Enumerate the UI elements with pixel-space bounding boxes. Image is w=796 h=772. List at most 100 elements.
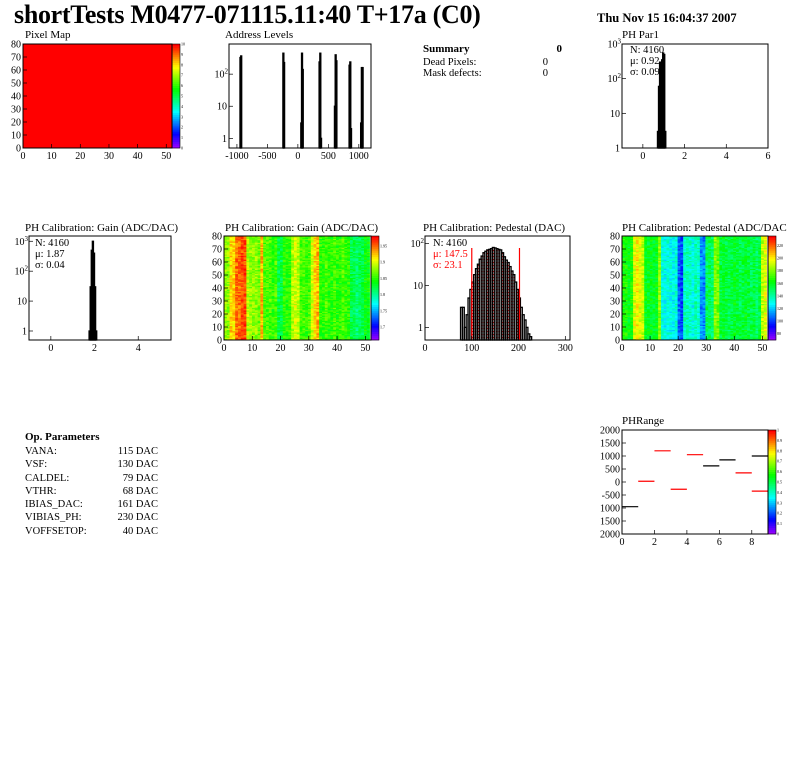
heatmap-cell: [622, 301, 626, 303]
heatmap-cell: [229, 312, 233, 315]
heatmap-cell: [633, 267, 637, 269]
y-tick-label: 20: [11, 118, 21, 129]
heatmap-cell: [296, 277, 300, 280]
heatmap-cell: [280, 265, 284, 268]
heatmap-cell: [288, 243, 292, 246]
heatmap-cell: [232, 249, 236, 251]
heatmap-cell: [282, 264, 286, 267]
heatmap-cell: [313, 259, 317, 261]
heatmap-cell: [229, 239, 233, 242]
op-parameter-row: VOFFSETOP: 40 DAC: [25, 525, 158, 538]
heatmap-cell: [243, 323, 247, 325]
heatmap-cell: [254, 260, 258, 263]
heatmap-cell: [624, 333, 628, 336]
x-tick-label: 1000: [349, 151, 369, 162]
heatmap-cell: [302, 301, 306, 303]
heatmap-cell: [308, 254, 312, 256]
palette-cell: [172, 123, 180, 126]
heatmap-cell: [364, 281, 368, 284]
heatmap-cell: [622, 269, 626, 272]
heatmap-cell: [291, 238, 295, 241]
heatmap-cell: [327, 317, 331, 320]
heatmap-cell: [254, 299, 258, 302]
heatmap-cell: [324, 311, 328, 313]
heatmap-cell: [268, 284, 272, 286]
heatmap-cell: [630, 330, 634, 333]
heatmap-cell: [366, 310, 370, 312]
heatmap-cell: [324, 264, 328, 267]
heatmap-cell: [310, 242, 314, 245]
heatmap-cell: [224, 323, 228, 325]
x-tick-label: 2: [92, 343, 97, 354]
heatmap-cell: [268, 333, 272, 336]
heatmap-cell: [226, 246, 230, 248]
heatmap-cell: [246, 250, 250, 252]
heatmap-cell: [310, 275, 314, 277]
heatmap-cell: [299, 319, 303, 321]
heatmap-cell: [627, 312, 631, 315]
heatmap-cell: [352, 328, 356, 330]
heatmap-cell: [350, 334, 354, 337]
heatmap-cell: [296, 328, 300, 330]
heatmap-cell: [243, 293, 247, 295]
heatmap-cell: [291, 267, 295, 269]
heatmap-cell: [226, 276, 230, 278]
heatmap-cell: [305, 284, 309, 286]
heatmap-cell: [263, 251, 267, 254]
heatmap-cell: [344, 303, 348, 306]
heatmap-cell: [305, 315, 309, 317]
heatmap-cell: [252, 298, 256, 300]
heatmap-cell: [277, 323, 281, 325]
heatmap-cell: [355, 241, 359, 243]
heatmap-cell: [341, 260, 345, 263]
heatmap-cell: [246, 282, 250, 285]
heatmap-cell: [280, 320, 284, 323]
heatmap-cell: [361, 249, 365, 251]
palette-cell: [172, 81, 180, 84]
heatmap-cell: [322, 333, 326, 336]
heatmap-cell: [249, 329, 253, 332]
heatmap-cell: [249, 236, 253, 238]
heatmap-cell: [240, 303, 244, 306]
heatmap-cell: [333, 251, 337, 254]
heatmap-cell: [226, 268, 230, 271]
heatmap-cell: [635, 301, 639, 303]
heatmap-cell: [627, 256, 631, 259]
heatmap-cell: [355, 303, 359, 306]
heatmap-cell: [336, 290, 340, 293]
heatmap-cell: [316, 319, 320, 321]
heatmap-cell: [282, 332, 286, 334]
palette-cell: [172, 75, 180, 78]
heatmap-cell: [240, 280, 244, 282]
heatmap-cell: [254, 323, 258, 325]
heatmap-cell: [633, 297, 637, 299]
heatmap-cell: [235, 328, 239, 330]
heatmap-cell: [240, 315, 244, 317]
heatmap-cell: [361, 301, 365, 303]
heatmap-cell: [361, 282, 365, 285]
heatmap-cell: [341, 255, 345, 258]
heatmap-cell: [352, 312, 356, 315]
y-tick-label: 102: [215, 68, 229, 81]
heatmap-cell: [324, 306, 328, 308]
heatmap-cell: [319, 258, 323, 260]
heatmap-cell: [333, 249, 337, 251]
heatmap-cell: [249, 293, 253, 295]
heatmap-cell: [229, 265, 233, 268]
heatmap-cell: [633, 321, 637, 324]
heatmap-cell: [313, 311, 317, 313]
heatmap-cell: [282, 329, 286, 332]
heatmap-cell: [308, 312, 312, 315]
heatmap-cell: [302, 249, 306, 251]
heatmap-cell: [299, 263, 303, 265]
heatmap-cell: [630, 280, 634, 282]
heatmap-cell: [305, 317, 309, 320]
heatmap-cell: [341, 295, 345, 298]
heatmap-cell: [277, 263, 281, 265]
heatmap-cell: [355, 325, 359, 328]
y-tick-label: 102: [411, 237, 425, 250]
heatmap-cell: [338, 336, 342, 338]
heatmap-cell: [366, 277, 370, 280]
heatmap-cell: [257, 323, 261, 325]
heatmap-cell: [627, 250, 631, 252]
